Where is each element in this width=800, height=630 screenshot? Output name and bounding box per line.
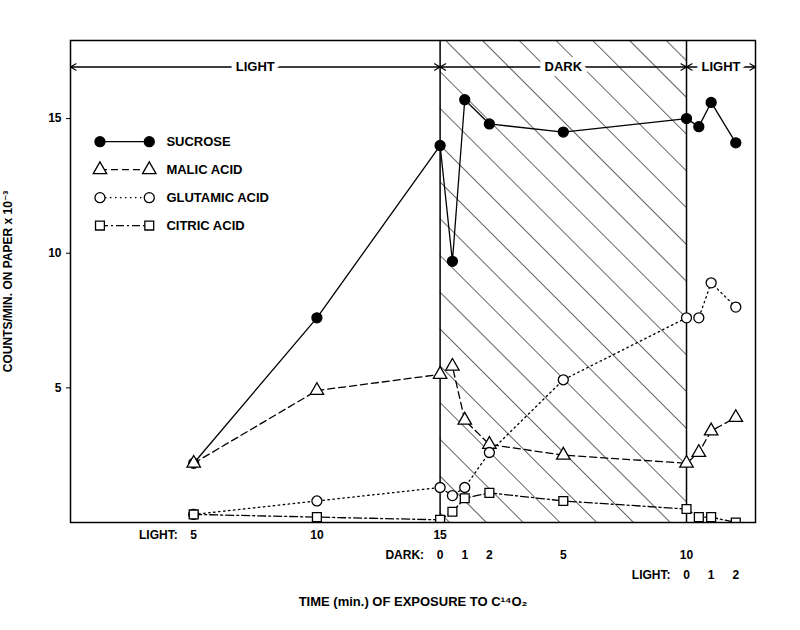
svg-text:LIGHT: LIGHT: [236, 59, 275, 74]
svg-text:0: 0: [437, 548, 444, 562]
svg-text:10: 10: [310, 528, 324, 542]
svg-text:15: 15: [48, 111, 62, 125]
svg-text:5: 5: [190, 528, 197, 542]
svg-text:MALIC ACID: MALIC ACID: [166, 162, 242, 177]
svg-text:1: 1: [461, 548, 468, 562]
svg-text:DARK: DARK: [545, 59, 583, 74]
svg-text:GLUTAMIC ACID: GLUTAMIC ACID: [166, 190, 269, 205]
svg-text:10: 10: [48, 246, 62, 260]
svg-text:CITRIC ACID: CITRIC ACID: [166, 218, 244, 233]
svg-text:LIGHT: LIGHT: [702, 59, 741, 74]
svg-text:10: 10: [680, 548, 694, 562]
svg-text:1: 1: [708, 568, 715, 582]
svg-text:5: 5: [560, 548, 567, 562]
svg-text:5: 5: [55, 381, 62, 395]
svg-text:2: 2: [732, 568, 739, 582]
svg-text:SUCROSE: SUCROSE: [166, 134, 231, 149]
svg-text:15: 15: [433, 528, 447, 542]
svg-text:COUNTS/MIN. ON PAPER x 10⁻³: COUNTS/MIN. ON PAPER x 10⁻³: [1, 191, 15, 372]
svg-text:0: 0: [683, 568, 690, 582]
svg-text:2: 2: [486, 548, 493, 562]
svg-text:TIME (min.) OF EXPOSURE TO C¹⁴: TIME (min.) OF EXPOSURE TO C¹⁴O₂: [299, 594, 528, 609]
svg-text:DARK:: DARK:: [385, 548, 424, 562]
svg-text:LIGHT:: LIGHT:: [632, 568, 671, 582]
svg-text:LIGHT:: LIGHT:: [139, 528, 178, 542]
